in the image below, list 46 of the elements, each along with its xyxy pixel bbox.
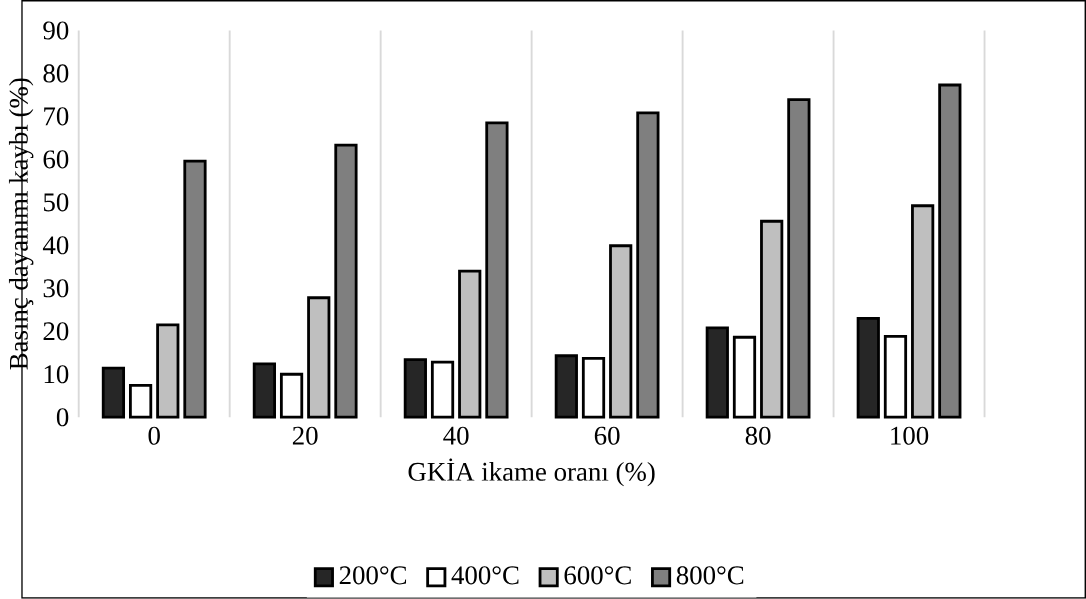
y-tick-label: 60 [43, 150, 69, 169]
bar [787, 98, 811, 419]
bar [279, 372, 304, 419]
bar [938, 83, 962, 419]
bar [856, 317, 880, 419]
legend-label: 800°C [676, 566, 744, 585]
bar [581, 357, 606, 419]
bar [883, 335, 908, 419]
bar [911, 204, 935, 419]
bar [732, 336, 757, 419]
x-axis-title: GKİA ikame oranı (%) [408, 458, 655, 487]
y-tick-label: 30 [43, 279, 69, 298]
bar [705, 326, 729, 419]
bar [609, 244, 633, 419]
x-tick-label: 80 [745, 426, 771, 445]
x-tick-label: 0 [148, 426, 160, 445]
bar [101, 366, 126, 419]
bar [760, 219, 784, 419]
y-tick-label: 50 [44, 193, 69, 212]
bar [636, 111, 660, 419]
bar [334, 143, 358, 419]
bar [129, 384, 153, 419]
bar [458, 269, 482, 419]
legend-label: 200°C [339, 566, 407, 585]
bar [485, 121, 509, 419]
x-tick-label: 40 [443, 426, 469, 445]
y-tick-label: 90 [43, 21, 69, 40]
bar [183, 159, 207, 419]
bar [307, 296, 331, 419]
y-tick-label: 20 [43, 322, 69, 341]
y-tick-label: 0 [56, 408, 69, 427]
legend-label: 400°C [451, 566, 519, 585]
y-tick-label: 70 [44, 107, 69, 126]
x-tick-label: 100 [891, 426, 929, 445]
y-axis-title: Basınç dayanımı kaybı (%) [8, 78, 34, 370]
legend-label: 600°C [564, 566, 631, 585]
bar [430, 360, 455, 419]
bar [156, 323, 180, 419]
bar [252, 362, 276, 419]
y-tick-label: 80 [43, 64, 69, 83]
y-tick-label: 10 [44, 365, 69, 384]
x-tick-label: 60 [594, 426, 620, 445]
bar [403, 358, 427, 419]
bar [554, 354, 578, 419]
y-tick-label: 40 [42, 236, 69, 255]
x-tick-label: 20 [292, 426, 318, 445]
